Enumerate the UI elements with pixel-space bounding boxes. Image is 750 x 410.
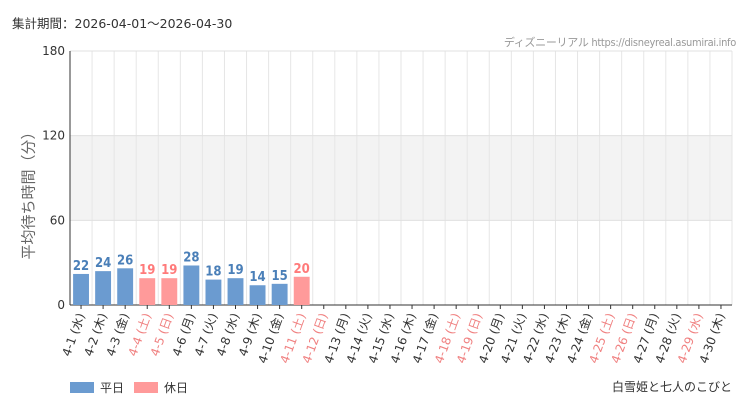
y-tick-label: 180 <box>42 44 65 58</box>
legend-holiday-swatch <box>134 382 158 393</box>
bar-value-label: 20 <box>294 262 310 277</box>
bar-value-label: 14 <box>249 270 265 285</box>
bar-value-label: 19 <box>161 263 177 278</box>
bar <box>73 273 89 305</box>
legend-holiday: 休日 <box>134 379 188 396</box>
bar-value-label: 15 <box>271 269 287 284</box>
legend-weekday: 平日 <box>70 379 124 396</box>
collection-period: 集計期間：2026-04-01～2026-04-30 <box>12 16 233 31</box>
source-credit: ディズニーリアル https://disneyreal.asumirai.inf… <box>503 36 736 49</box>
legend-holiday-label: 休日 <box>164 381 189 395</box>
bar-value-label: 19 <box>227 263 243 278</box>
legend-weekday-swatch <box>70 382 94 393</box>
bar <box>117 268 134 305</box>
bar-value-label: 18 <box>205 265 221 280</box>
attraction-name: 白雪姫と七人のこびと <box>611 380 732 394</box>
bar <box>249 285 266 305</box>
legend-weekday-label: 平日 <box>100 381 125 395</box>
bar <box>227 278 244 305</box>
bar <box>183 265 200 305</box>
bar-value-label: 19 <box>139 263 155 278</box>
bar <box>95 271 112 305</box>
y-tick-label: 0 <box>57 298 65 312</box>
bar <box>293 276 310 305</box>
bar <box>139 278 156 305</box>
bar-value-label: 24 <box>95 256 111 271</box>
y-tick-label: 120 <box>42 129 65 143</box>
bar <box>161 278 178 305</box>
bar-value-label: 26 <box>117 253 133 268</box>
bar <box>205 279 222 305</box>
bar-value-label: 22 <box>73 259 89 274</box>
y-tick-label: 60 <box>50 213 65 227</box>
bar-value-label: 28 <box>183 250 199 265</box>
bar <box>271 283 288 305</box>
